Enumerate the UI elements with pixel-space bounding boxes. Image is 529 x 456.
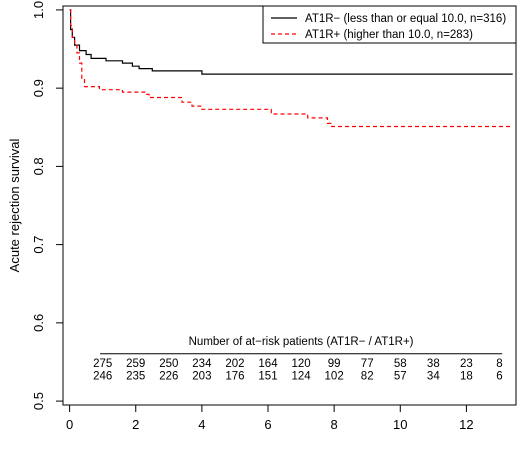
at-risk-count: 234 <box>192 358 212 370</box>
at-risk-count: 8 <box>496 358 502 370</box>
at-risk-count: 176 <box>225 371 244 383</box>
x-tick-label: 0 <box>66 417 73 432</box>
legend: AT1R− (less than or equal 10.0, n=316) AT… <box>262 5 517 44</box>
at-risk-count: 151 <box>258 371 277 383</box>
legend-box <box>262 5 517 44</box>
y-tick-label: 0.5 <box>31 392 46 410</box>
at-risk-count: 124 <box>291 371 311 383</box>
at-risk-count: 6 <box>496 371 502 383</box>
legend-label-1: AT1R− (less than or equal 10.0, n=316) <box>305 13 506 25</box>
at-risk-count: 57 <box>394 371 407 383</box>
x-tick-label: 2 <box>132 417 139 432</box>
at-risk-count: 235 <box>126 371 145 383</box>
at-risk-count: 275 <box>93 358 112 370</box>
y-axis-label: Acute rejection survival <box>7 139 22 273</box>
x-tick-label: 12 <box>459 417 473 432</box>
at-risk-count: 120 <box>291 358 310 370</box>
at-risk-count: 23 <box>460 358 473 370</box>
x-tick-label: 6 <box>264 417 271 432</box>
at-risk-count: 202 <box>225 358 244 370</box>
y-tick-label: 0.9 <box>31 79 46 97</box>
series-layer <box>69 9 513 128</box>
at-risk-count: 226 <box>159 371 178 383</box>
legend-label-2: AT1R+ (higher than 10.0, n=283) <box>305 29 473 41</box>
at-risk-count: 34 <box>427 371 440 383</box>
y-axis: 0.5 0.6 0.7 0.8 0.9 1.0 <box>31 1 64 410</box>
survival-curve-2 <box>69 9 513 128</box>
at-risk-count: 58 <box>394 358 407 370</box>
at-risk-count: 102 <box>325 371 344 383</box>
at-risk-count: 203 <box>192 371 211 383</box>
x-tick-label: 4 <box>198 417 205 432</box>
at-risk-count: 82 <box>361 371 374 383</box>
y-tick-label: 0.7 <box>31 236 46 254</box>
at-risk-count: 164 <box>258 358 278 370</box>
at-risk-table: Number of at−risk patients (AT1R− / AT1R… <box>93 336 503 382</box>
at-risk-count: 38 <box>427 358 440 370</box>
x-tick-label: 10 <box>393 417 407 432</box>
y-tick-label: 1.0 <box>31 1 46 19</box>
at-risk-count: 18 <box>460 371 473 383</box>
at-risk-title: Number of at−risk patients (AT1R− / AT1R… <box>189 336 414 348</box>
at-risk-count: 99 <box>328 358 341 370</box>
y-tick-label: 0.6 <box>31 314 46 332</box>
y-tick-label: 0.8 <box>31 157 46 175</box>
x-tick-label: 8 <box>331 417 338 432</box>
at-risk-count: 77 <box>361 358 374 370</box>
at-risk-count: 246 <box>93 371 112 383</box>
at-risk-count: 250 <box>159 358 178 370</box>
x-axis: 0 2 4 6 8 10 12 <box>66 404 474 432</box>
at-risk-count: 259 <box>126 358 145 370</box>
